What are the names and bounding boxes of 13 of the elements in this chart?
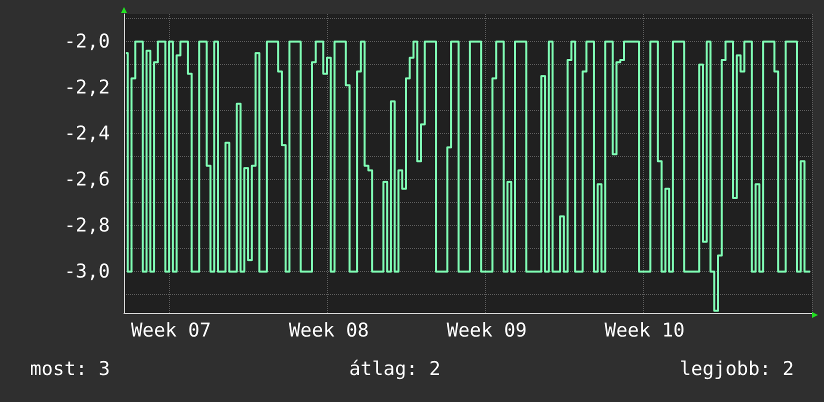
text: most: 3 xyxy=(30,358,110,382)
y-tick-label: -2,6 xyxy=(64,168,110,191)
x-tick-label: Week 09 xyxy=(446,320,527,342)
y-tick-label: -2,0 xyxy=(64,30,110,53)
y-tick-label: -2,8 xyxy=(64,214,110,237)
x-tick-label: Week 08 xyxy=(288,320,369,342)
x-tick-label: Week 10 xyxy=(604,320,685,342)
y-tick-label: -2,4 xyxy=(64,122,110,145)
x-tick-label: Week 07 xyxy=(130,320,212,342)
y-tick-label: -3,0 xyxy=(64,260,110,283)
text: átlag: 2 xyxy=(349,358,441,382)
y-tick-label: -2,2 xyxy=(64,76,110,99)
text: legjobb: 2 xyxy=(680,358,794,382)
